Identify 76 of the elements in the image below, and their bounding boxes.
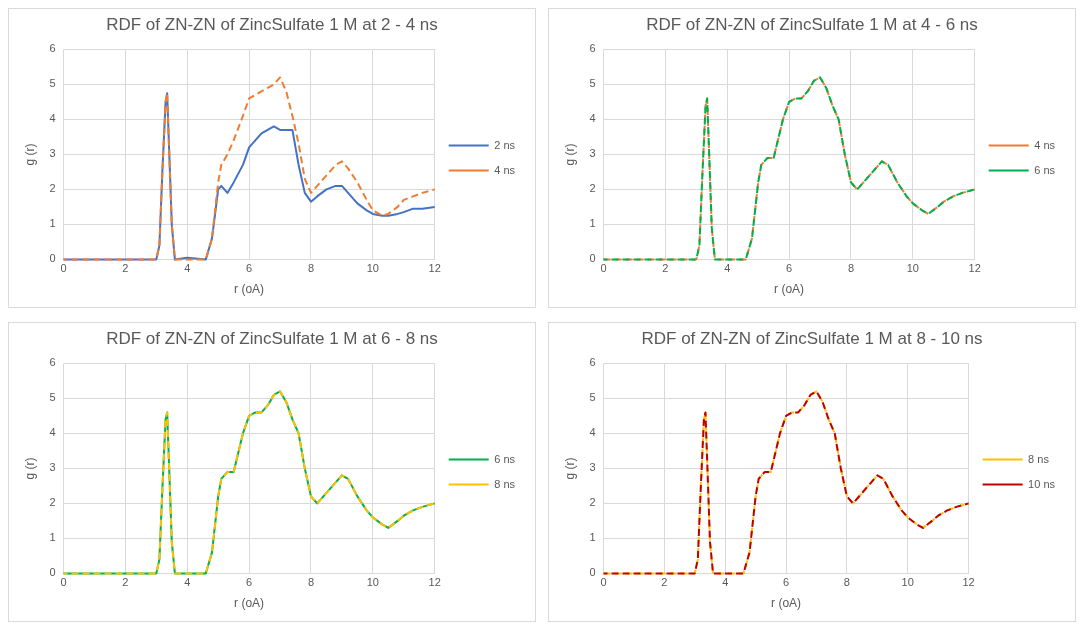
x-axis-title: r (oA)	[774, 282, 805, 297]
y-tick-label: 1	[49, 531, 56, 544]
y-tick-label: 0	[49, 566, 56, 579]
x-tick-label: 4	[184, 262, 191, 275]
y-axis-title: g (r)	[22, 457, 37, 480]
x-tick-label: 12	[428, 262, 441, 275]
x-tick-label: 4	[184, 576, 191, 589]
y-tick-label: 2	[49, 182, 56, 195]
y-tick-label: 6	[49, 42, 56, 55]
y-axis-title: g (r)	[562, 143, 577, 166]
x-tick-label: 0	[600, 262, 607, 275]
y-tick-label: 0	[589, 252, 596, 265]
x-tick-label: 2	[122, 262, 129, 275]
y-tick-label: 4	[49, 426, 56, 439]
y-tick-label: 3	[49, 147, 56, 160]
y-tick-label: 2	[589, 496, 596, 509]
y-tick-label: 2	[49, 496, 56, 509]
x-tick-label: 6	[246, 262, 253, 275]
legend-label: 4 ns	[1034, 138, 1056, 151]
legend-label: 8 ns	[1028, 452, 1050, 465]
legend-label: 6 ns	[1034, 163, 1056, 176]
y-tick-label: 1	[49, 217, 56, 230]
y-tick-label: 2	[589, 182, 596, 195]
y-tick-label: 3	[589, 461, 596, 474]
legend-label: 2 ns	[494, 138, 516, 151]
legend-label: 6 ns	[494, 452, 516, 465]
x-tick-label: 12	[968, 262, 981, 275]
y-tick-label: 6	[589, 42, 596, 55]
y-tick-label: 5	[49, 77, 56, 90]
y-tick-label: 4	[589, 112, 596, 125]
x-tick-label: 6	[246, 576, 253, 589]
x-axis-title: r (oA)	[234, 282, 265, 297]
x-tick-label: 0	[60, 576, 67, 589]
y-tick-label: 1	[589, 217, 596, 230]
x-tick-label: 0	[60, 262, 67, 275]
y-tick-label: 5	[49, 391, 56, 404]
y-tick-label: 1	[589, 531, 596, 544]
x-tick-label: 10	[901, 576, 914, 589]
x-tick-label: 10	[366, 262, 379, 275]
legend-label: 8 ns	[494, 477, 516, 490]
x-axis-title: r (oA)	[771, 596, 802, 611]
x-tick-label: 12	[428, 576, 441, 589]
x-tick-label: 6	[786, 262, 793, 275]
x-tick-label: 2	[661, 576, 668, 589]
x-tick-label: 4	[724, 262, 731, 275]
x-tick-label: 2	[122, 576, 129, 589]
x-tick-label: 0	[600, 576, 607, 589]
x-tick-label: 10	[906, 262, 919, 275]
chart-title: RDF of ZN-ZN of ZincSulfate 1 M at 6 - 8 ns	[106, 328, 438, 348]
y-axis-title: g (r)	[562, 457, 577, 480]
y-tick-label: 6	[49, 356, 56, 369]
legend-label: 10 ns	[1028, 477, 1056, 490]
y-axis-title: g (r)	[22, 143, 37, 166]
x-tick-label: 4	[722, 576, 729, 589]
y-tick-label: 0	[49, 252, 56, 265]
y-tick-label: 6	[589, 356, 596, 369]
y-tick-label: 5	[589, 391, 596, 404]
x-tick-label: 2	[662, 262, 669, 275]
y-tick-label: 3	[49, 461, 56, 474]
x-tick-label: 8	[307, 576, 315, 589]
y-tick-label: 3	[589, 147, 596, 160]
chart-title: RDF of ZN-ZN of ZincSulfate 1 M at 8 - 10 ns	[641, 328, 983, 348]
y-tick-label: 5	[589, 77, 596, 90]
y-tick-label: 4	[49, 112, 56, 125]
chart-title: RDF of ZN-ZN of ZincSulfate 1 M at 2 - 4 ns	[106, 14, 438, 34]
x-tick-label: 8	[843, 576, 850, 589]
x-tick-label: 8	[847, 262, 855, 275]
y-tick-label: 0	[589, 566, 596, 579]
x-axis-title: r (oA)	[234, 596, 265, 611]
x-tick-label: 12	[962, 576, 975, 589]
chart-title: RDF of ZN-ZN of ZincSulfate 1 M at 4 - 6 ns	[646, 14, 978, 34]
y-tick-label: 4	[589, 426, 596, 439]
x-tick-label: 6	[782, 576, 790, 589]
x-tick-label: 10	[366, 576, 379, 589]
legend-label: 4 ns	[494, 163, 516, 176]
x-tick-label: 8	[307, 262, 315, 275]
